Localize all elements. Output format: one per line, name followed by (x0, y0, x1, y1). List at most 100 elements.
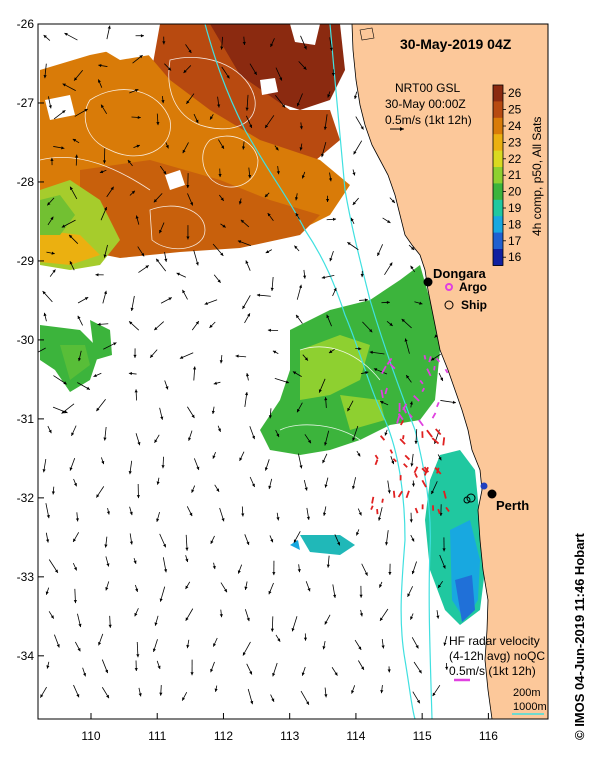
velocity-arrowhead (411, 483, 416, 487)
hf-radar-legend: HF radar velocity (4-12h avg) noQC 0.5m/… (449, 634, 545, 682)
velocity-arrowhead (130, 307, 134, 311)
velocity-arrowhead (439, 512, 443, 517)
velocity-arrowhead (222, 224, 226, 228)
hf-radar-arrow (389, 449, 394, 454)
velocity-arrowhead (161, 465, 165, 469)
velocity-arrowhead (64, 33, 68, 36)
velocity-arrowhead (103, 290, 108, 295)
velocity-arrowhead (281, 104, 286, 108)
velocity-arrowhead (324, 484, 328, 488)
hf-radar-arrow (405, 490, 410, 499)
hf-radar-arrow (403, 463, 408, 468)
velocity-arrowhead (299, 465, 303, 469)
velocity-arrowhead (156, 122, 160, 126)
velocity-arrowhead (133, 354, 137, 358)
velocity-arrowhead (331, 72, 335, 76)
velocity-arrowhead (436, 615, 440, 619)
velocity-arrowhead (96, 407, 100, 412)
velocity-arrowhead (359, 613, 363, 617)
velocity-arrowhead (293, 539, 297, 543)
velocity-arrowhead (410, 463, 414, 467)
velocity-arrowhead (69, 467, 73, 471)
velocity-arrowhead (377, 252, 381, 256)
velocity-arrowhead (185, 558, 189, 562)
velocity-arrowhead (157, 665, 161, 670)
velocity-arrowhead (265, 250, 270, 254)
velocity-arrowhead (211, 410, 215, 414)
velocity-arrowhead (84, 297, 89, 301)
hf-radar-arrow (444, 368, 449, 374)
velocity-arrowhead (391, 460, 395, 465)
perth-label: Perth (496, 498, 529, 513)
velocity-arrowhead (246, 541, 250, 546)
hf-radar-arrow (402, 406, 407, 414)
colorbar-tick-label: 16 (508, 250, 522, 264)
velocity-arrowhead (434, 334, 438, 338)
velocity-arrowhead (140, 34, 144, 38)
velocity-arrowhead (210, 116, 213, 120)
velocity-arrowhead (134, 89, 139, 92)
colorbar-segment (493, 232, 503, 250)
velocity-arrowhead (216, 488, 220, 492)
velocity-arrowhead (307, 588, 311, 592)
velocity-arrowhead (45, 591, 49, 595)
velocity-arrowhead (213, 643, 217, 647)
velocity-arrowhead (33, 352, 36, 355)
hf-radar-arrow (423, 466, 429, 476)
x-tick-label: 114 (346, 729, 365, 743)
velocity-arrowhead (191, 489, 195, 493)
velocity-arrowhead (153, 199, 158, 203)
colorbar-tick-label: 26 (508, 86, 522, 100)
velocity-arrowhead (276, 171, 280, 175)
velocity-arrowhead (217, 428, 221, 432)
velocity-arrowhead (321, 153, 325, 158)
colorbar-tick-label: 21 (508, 168, 522, 182)
velocity-arrowhead (369, 350, 373, 354)
velocity-arrowhead (46, 539, 50, 543)
velocity-arrowhead (84, 109, 88, 112)
velocity-arrowhead (401, 318, 405, 323)
velocity-arrowhead (237, 570, 241, 574)
colorbar-segment (493, 117, 503, 135)
velocity-arrowhead (78, 623, 82, 628)
velocity-arrowhead (106, 511, 110, 515)
velocity-arrowhead (62, 83, 66, 87)
velocity-arrowhead (224, 588, 227, 593)
colorbar-label: 4h comp, p50, All Sats (530, 117, 544, 236)
station-marker-icon (480, 482, 488, 490)
velocity-arrowhead (438, 584, 442, 588)
velocity-arrowhead (191, 414, 195, 419)
velocity-arrowhead (42, 291, 46, 295)
colorbar-tick-label: 24 (508, 119, 522, 133)
velocity-arrowhead (42, 469, 46, 473)
colorbar-segment (493, 85, 503, 102)
velocity-arrowhead (162, 41, 166, 45)
velocity-arrowhead (214, 688, 218, 692)
velocity-arrowhead (247, 313, 250, 317)
velocity-arrowhead (97, 322, 101, 326)
velocity-arrowhead (410, 265, 414, 270)
colorbar-segment (493, 183, 503, 201)
velocity-arrowhead (302, 275, 307, 279)
velocity-arrowhead (380, 401, 384, 404)
velocity-arrowhead (379, 617, 383, 621)
velocity-arrowhead (104, 544, 108, 548)
velocity-arrowhead (95, 273, 99, 277)
velocity-arrowhead (134, 667, 138, 672)
x-tick-label: 112 (214, 729, 233, 743)
velocity-arrowhead (73, 482, 77, 487)
velocity-arrowhead (267, 328, 271, 332)
velocity-arrowhead (245, 107, 249, 111)
velocity-arrowhead (182, 149, 186, 154)
velocity-arrowhead (135, 215, 139, 219)
hf-radar-arrow (374, 459, 379, 466)
velocity-arrowhead (384, 432, 388, 436)
velocity-arrowhead (241, 513, 245, 517)
velocity-arrowhead (268, 485, 272, 490)
hf-radar-arrow (431, 412, 437, 419)
velocity-arrow (38, 347, 46, 353)
hf-radar-arrow (433, 365, 436, 371)
velocity-arrowhead (245, 373, 250, 377)
velocity-arrowhead (186, 236, 190, 240)
velocity-arrowhead (360, 126, 364, 130)
